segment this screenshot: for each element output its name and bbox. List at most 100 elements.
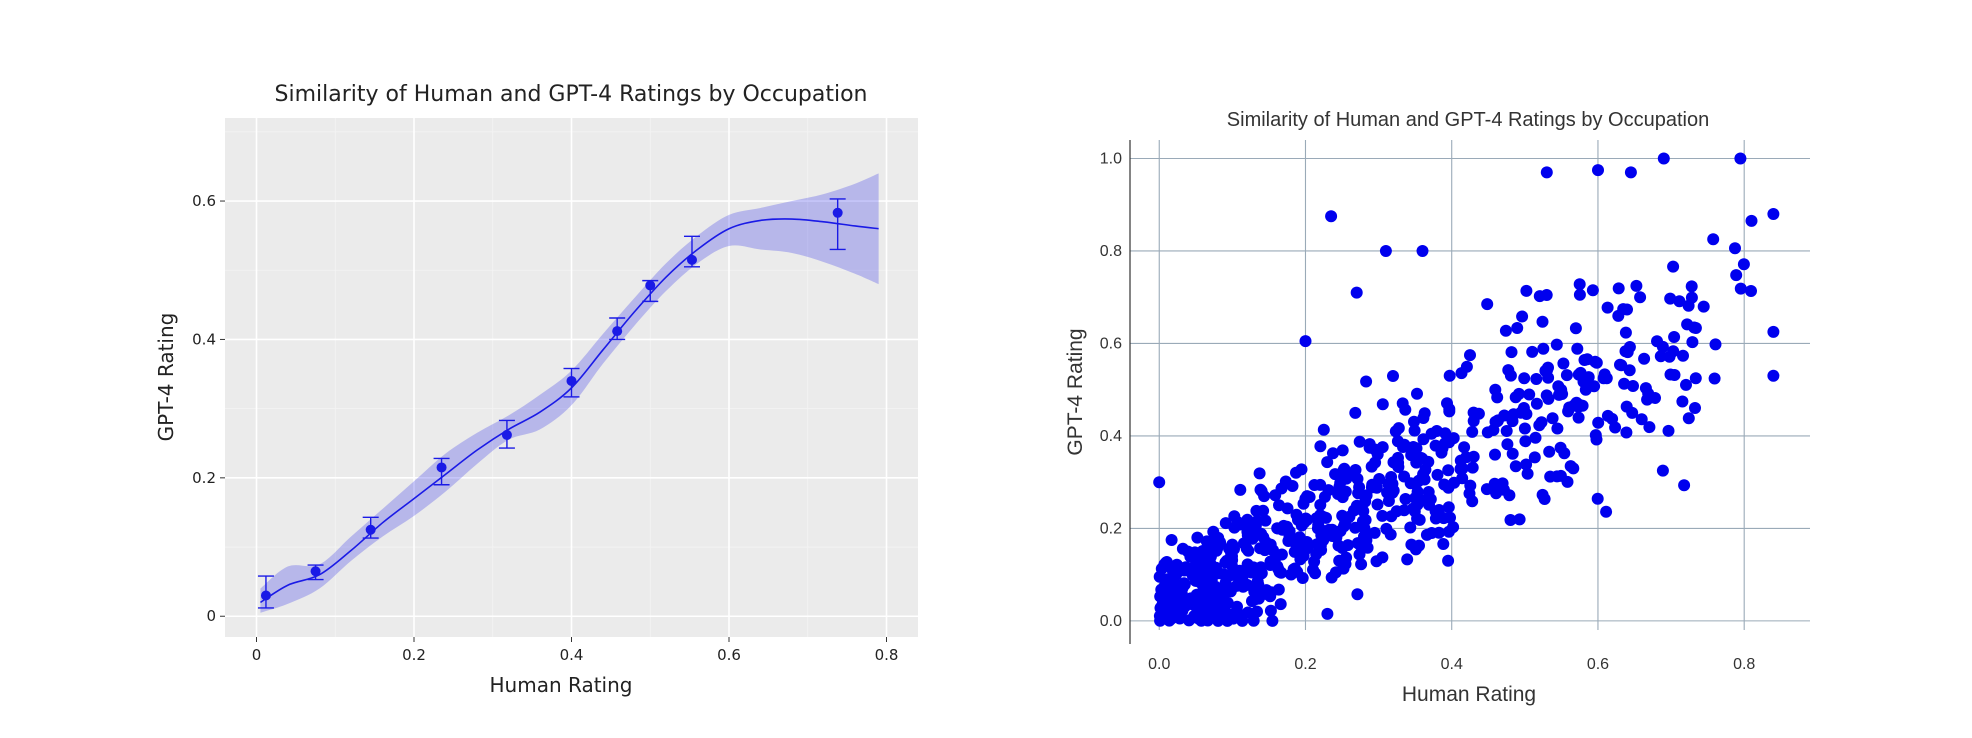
right-scatter-point <box>1241 529 1254 542</box>
right-scatter-point <box>1225 547 1238 560</box>
right-scatter-point <box>1231 600 1243 613</box>
right-scatter-point <box>1314 440 1327 453</box>
right-scatter-point <box>1535 416 1548 429</box>
left-y-axis-label: GPT-4 Rating <box>154 313 178 442</box>
left-point-marker <box>365 524 376 535</box>
right-y-tick-label: 0.6 <box>1100 335 1122 352</box>
right-scatter-point <box>1290 508 1303 521</box>
right-scatter-point <box>1219 597 1232 610</box>
right-scatter-point <box>1554 441 1567 454</box>
right-scatter-point <box>1638 352 1651 365</box>
right-scatter-point <box>1401 553 1414 566</box>
right-scatter-point <box>1635 413 1648 426</box>
right-scatter-point <box>1526 345 1539 358</box>
left-point-marker <box>645 280 656 291</box>
right-scatter-point <box>1501 438 1514 451</box>
right-chart: 0.0 0.2 0.4 0.6 0.8 0.0 0.2 0.4 0.6 0.8 1.0 Simila… <box>1064 109 1810 706</box>
right-scatter-point <box>1271 522 1284 535</box>
left-y-tick-label: 0 <box>206 607 216 625</box>
right-scatter-point <box>1253 467 1266 480</box>
right-scatter-point <box>1516 310 1529 323</box>
right-scatter-point <box>1562 405 1575 418</box>
right-scatter-point <box>1341 539 1354 552</box>
right-scatter-point <box>1620 400 1633 413</box>
right-scatter-point <box>1317 423 1330 436</box>
right-scatter-point <box>1327 447 1339 460</box>
right-scatter-point <box>1571 342 1584 355</box>
right-scatter-point <box>1349 406 1362 419</box>
right-scatter-point <box>1231 516 1244 529</box>
right-scatter-point <box>1219 583 1232 596</box>
right-scatter-point <box>1411 387 1423 400</box>
left-point-marker <box>436 462 447 473</box>
right-scatter-point <box>1586 284 1599 297</box>
right-scatter-point <box>1433 504 1446 516</box>
right-scatter-point <box>1466 495 1479 508</box>
right-scatter-point <box>1620 426 1633 439</box>
right-scatter-point <box>1442 501 1455 514</box>
right-scatter-point <box>1417 433 1430 446</box>
right-scatter-point <box>1654 350 1667 363</box>
right-scatter-point <box>1630 279 1643 292</box>
right-scatter-point <box>1681 318 1694 331</box>
right-scatter-point <box>1376 441 1389 454</box>
right-scatter-point <box>1312 519 1325 531</box>
right-scatter-point <box>1408 415 1420 428</box>
right-scatter-point <box>1689 402 1701 414</box>
right-scatter-point <box>1380 522 1393 535</box>
right-scatter-point <box>1233 577 1245 590</box>
right-scatter-point <box>1336 444 1349 457</box>
right-scatter-point <box>1505 346 1518 359</box>
right-scatter-point <box>1667 260 1680 273</box>
right-scatter-point <box>1434 441 1447 454</box>
right-scatter-point <box>1729 242 1741 255</box>
right-scatter-point <box>1376 551 1389 564</box>
left-chart: 0 0.2 0.4 0.6 0.8 0 0.2 0.4 0.6 Similarity of Hu… <box>154 82 918 697</box>
right-scatter-point <box>1621 346 1634 359</box>
right-scatter-point <box>1350 286 1363 299</box>
right-scatter-point <box>1189 574 1202 587</box>
right-scatter-point <box>1351 588 1364 601</box>
right-scatter-point <box>1296 572 1309 584</box>
right-scatter-point <box>1668 369 1681 381</box>
right-scatter-point <box>1550 338 1563 351</box>
right-scatter-point <box>1437 538 1450 550</box>
right-scatter-point <box>1240 518 1253 531</box>
right-scatter-point <box>1530 373 1543 385</box>
left-point-marker <box>260 590 271 601</box>
right-scatter-point <box>1431 468 1444 481</box>
right-scatter-point <box>1209 561 1222 574</box>
right-scatter-point <box>1214 536 1227 549</box>
right-scatter-point <box>1234 483 1247 496</box>
right-scatter-point <box>1572 411 1585 424</box>
right-scatter-point <box>1621 303 1633 316</box>
right-scatter-point <box>1498 409 1511 422</box>
left-x-axis-label: Human Rating <box>490 673 633 697</box>
right-scatter-point <box>1251 605 1263 618</box>
right-scatter-point <box>1325 571 1338 584</box>
right-scatter-point <box>1182 545 1194 558</box>
right-scatter-point <box>1321 456 1334 469</box>
right-y-tick-label: 1.0 <box>1100 150 1122 167</box>
right-scatter-point <box>1281 502 1294 515</box>
right-scatter-point <box>1363 438 1376 451</box>
right-scatter-point <box>1265 586 1278 599</box>
right-scatter-point <box>1254 561 1267 574</box>
right-scatter-point <box>1314 539 1327 552</box>
right-scatter-point <box>1365 481 1378 494</box>
right-scatter-point <box>1413 539 1425 552</box>
right-scatter-point <box>1226 538 1239 551</box>
right-scatter-point <box>1487 424 1500 436</box>
right-y-tick-label: 0.2 <box>1100 520 1122 537</box>
right-scatter-point <box>1250 517 1263 530</box>
right-scatter-point <box>1416 245 1429 257</box>
left-point-marker <box>501 429 512 440</box>
right-scatter-point <box>1481 298 1494 311</box>
right-scatter-point <box>1290 466 1302 479</box>
right-scatter-point <box>1542 371 1555 384</box>
right-scatter-point <box>1360 375 1373 388</box>
right-scatter-point <box>1171 601 1184 614</box>
right-scatter-point <box>1664 292 1677 305</box>
right-x-tick-label: 0.4 <box>1441 656 1463 673</box>
